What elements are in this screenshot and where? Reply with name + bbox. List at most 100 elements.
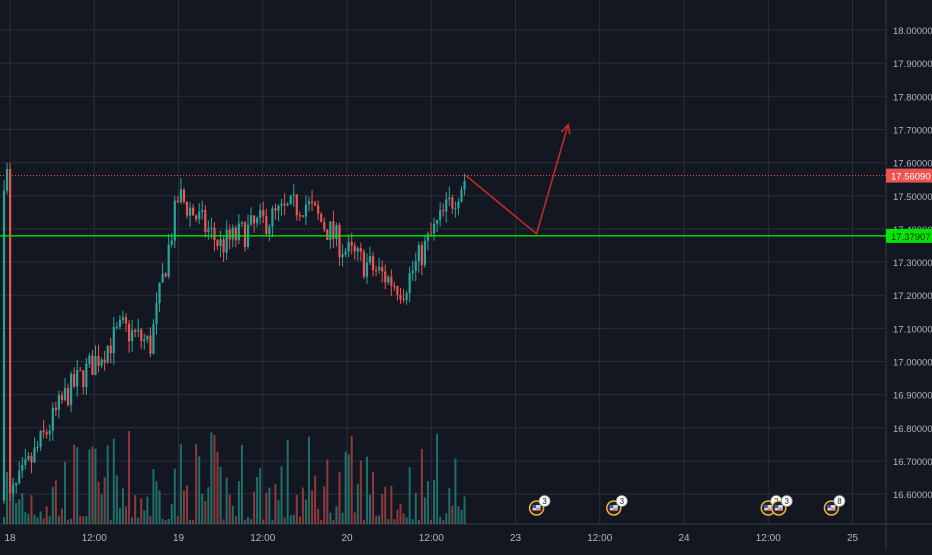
volume-bar [314,475,317,524]
price-tick-label: 17.90000 [893,59,932,70]
candle-body [259,210,262,218]
volume-bar [362,519,365,524]
price-tick-label: 17.70000 [893,125,932,136]
volume-bar [179,444,182,524]
time-tick-label: 18 [4,533,16,544]
candle-body [298,215,301,217]
volume-bar [79,515,82,524]
candle-body [225,229,228,253]
candle-body [411,270,414,274]
volume-bar [423,497,426,524]
volume-bar [94,448,97,524]
volume-bar [155,481,158,524]
volume-bar [402,513,405,524]
resistance-price-label: 17.56090 [891,172,931,183]
volume-bar [247,517,249,524]
volume-bar [115,475,118,524]
volume-bar [170,503,173,524]
candle-body [356,248,359,252]
candle-body [170,240,173,245]
volume-bar [442,519,445,524]
candle-body [256,217,259,224]
candle-body [457,201,460,208]
candle-body [304,204,308,217]
candle-body [405,293,408,300]
support-price-badge [886,228,932,243]
volume-bar [393,519,396,524]
volume-bar [213,434,216,524]
volume-bar [417,519,420,524]
volume-bar [463,496,466,524]
candle-body [103,359,106,363]
candle-body [393,285,396,287]
volume-bar [344,451,347,524]
candle-body [115,326,118,328]
candle-body [109,345,112,354]
candle-body [161,273,164,283]
candle-body [265,215,268,235]
candle-body [353,245,356,252]
event-markers[interactable]: 33238 [528,495,846,516]
volume-bar [274,483,277,524]
candle-body [73,374,76,387]
candle-body [213,227,216,241]
candle-body [420,245,423,266]
event-count-badge [833,495,846,507]
candle-body [137,329,140,332]
volume-bar [27,513,30,524]
volume-bar [350,435,353,524]
price-tick-label: 17.00000 [893,358,932,369]
candle-body [216,240,219,247]
candle-body [185,201,189,216]
event-count-badge [780,495,793,507]
candle-body [76,370,79,387]
volume-bar [283,517,286,524]
volume-bar [112,438,115,524]
volume-bar [301,487,304,524]
horizontal-lines[interactable] [0,175,886,237]
volume-bar [256,476,259,524]
event-marker: 3 [771,495,793,516]
volume-bar [335,506,338,524]
time-tick-label: 20 [341,533,353,544]
volume-bar [271,519,274,524]
time-tick-label: 25 [847,533,859,544]
candle-body [310,201,314,203]
price-tick-label: 16.70000 [893,457,932,468]
candle-body [301,215,304,217]
price-axis[interactable]: 18.00000 17.90000 17.80000 17.70000 17.60000… [886,26,932,501]
candle-body [121,317,125,320]
candle-body [280,203,283,206]
candle-body [85,363,88,388]
volume-bar [265,492,268,524]
volume-bar [73,444,76,524]
candle-body [192,207,195,216]
candle-body [222,239,225,253]
volume-bar [381,494,384,524]
candle-body [198,211,201,220]
candle-body [274,208,277,211]
candle-body [118,319,121,327]
volume-bar [88,449,91,524]
candle-body [271,208,274,227]
candle-body [347,242,350,252]
resistance-price-badge [886,168,932,183]
volume-bar [198,456,201,524]
volume-bar [128,431,131,524]
time-axis[interactable]: 18 12:00 19 12:00 20 12:00 23 12:00 24 12:00 25 [4,533,858,544]
volume-bar [161,518,164,524]
candle-body [100,359,103,366]
candle-body [429,233,433,235]
volume-bar [97,481,100,524]
volume-bar [365,456,368,524]
volume-bar [54,480,57,524]
candle-body [57,395,60,411]
volume-bar [231,505,234,524]
candle-body [33,447,36,463]
candle-body [335,224,338,239]
volume-bar [433,479,436,524]
projection-arrow[interactable] [465,122,571,236]
volume-bar [289,515,292,524]
